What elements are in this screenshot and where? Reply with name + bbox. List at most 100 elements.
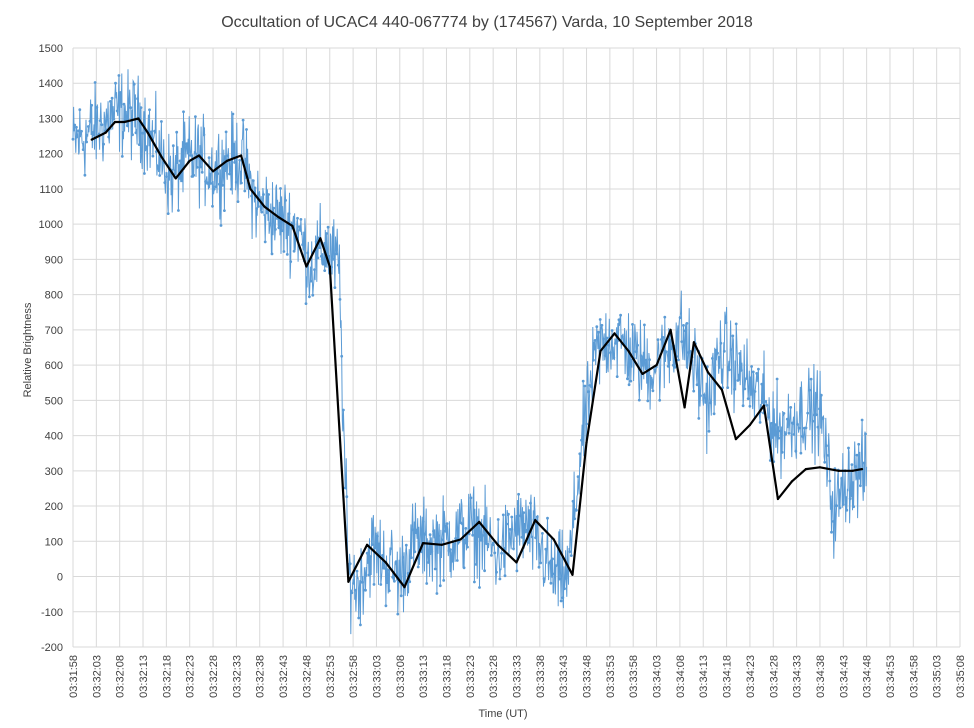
- raw-data-point: [406, 572, 410, 575]
- raw-data-point: [126, 124, 129, 128]
- x-tick-label: 03:34:03: [652, 655, 664, 698]
- raw-data-point: [852, 505, 855, 509]
- smoothed-data-point: [305, 265, 308, 268]
- raw-data-point: [178, 159, 182, 163]
- smoothed-data-point: [403, 586, 406, 589]
- raw-data-point: [535, 515, 539, 519]
- smoothed-data-point: [347, 580, 350, 583]
- raw-data-point: [325, 232, 328, 235]
- y-tick-label: 0: [57, 572, 63, 584]
- y-tick-label: 1300: [39, 113, 63, 125]
- raw-data-point: [639, 354, 643, 358]
- smoothed-data-point: [291, 224, 294, 227]
- raw-data-point: [597, 330, 600, 334]
- raw-data-point: [850, 463, 854, 466]
- raw-data-point: [381, 554, 384, 557]
- raw-data-point: [199, 165, 202, 169]
- raw-data-point: [444, 529, 447, 533]
- raw-data-point: [598, 318, 602, 321]
- raw-data-point: [255, 207, 259, 211]
- raw-data-point: [792, 433, 796, 436]
- raw-data-point: [610, 329, 614, 332]
- raw-data-point: [510, 515, 514, 519]
- raw-data-point: [452, 542, 456, 546]
- raw-data-point: [478, 586, 481, 589]
- raw-data-point: [326, 225, 330, 229]
- raw-data-point: [200, 170, 204, 174]
- raw-data-point: [245, 128, 248, 131]
- raw-data-point: [207, 156, 211, 160]
- smoothed-data-point: [571, 573, 574, 576]
- raw-data-point: [153, 129, 157, 133]
- raw-data-point: [685, 322, 689, 325]
- raw-data-point: [842, 503, 845, 506]
- y-tick-labels: -200 -100 0 100 200 300 400 500 600 700 800 900 1000…: [39, 43, 63, 654]
- raw-data-point: [760, 382, 764, 386]
- raw-data-point: [112, 117, 116, 121]
- smoothed-data-point: [851, 469, 854, 472]
- y-tick-label: 1400: [39, 78, 63, 90]
- smoothed-data-point: [720, 388, 724, 391]
- y-tick-label: 1100: [39, 184, 63, 196]
- raw-data-point: [777, 436, 781, 440]
- raw-data-point: [629, 379, 633, 383]
- smoothed-data-point: [422, 542, 425, 545]
- raw-data-point: [569, 554, 573, 557]
- raw-data-point: [359, 623, 362, 627]
- smoothed-data-point: [706, 371, 710, 374]
- x-tick-label: 03:33:23: [465, 655, 477, 698]
- raw-data-point: [564, 576, 568, 580]
- raw-data-point: [787, 431, 791, 435]
- raw-data-point: [862, 461, 866, 465]
- smoothed-data-point: [123, 120, 126, 124]
- raw-data-point: [115, 109, 119, 113]
- raw-data-point: [563, 587, 566, 591]
- raw-data-point: [211, 204, 214, 208]
- raw-data-point: [626, 377, 629, 381]
- smoothed-data-point: [804, 468, 808, 471]
- raw-data-point: [722, 349, 726, 353]
- raw-data-point: [233, 161, 237, 164]
- raw-data-point: [438, 584, 442, 588]
- x-tick-label: 03:32:28: [208, 655, 220, 698]
- raw-data-point: [680, 340, 684, 343]
- raw-data-point: [825, 444, 828, 448]
- raw-data-point: [714, 348, 718, 352]
- raw-data-point: [779, 429, 782, 433]
- raw-data-point: [401, 555, 405, 559]
- raw-data-point: [382, 566, 386, 570]
- raw-data-point: [316, 256, 320, 260]
- x-tick-label: 03:32:18: [161, 655, 173, 698]
- raw-data-point: [619, 313, 622, 317]
- raw-data-point: [559, 599, 563, 603]
- raw-data-point: [240, 181, 243, 185]
- raw-data-point: [127, 101, 131, 105]
- raw-data-point: [571, 499, 575, 503]
- raw-data-point: [483, 569, 486, 573]
- raw-data-point: [658, 398, 662, 402]
- raw-data-point: [702, 393, 706, 397]
- raw-data-point: [134, 131, 138, 135]
- raw-data-point: [678, 316, 682, 320]
- raw-data-point: [311, 293, 315, 297]
- raw-data-point: [740, 368, 743, 372]
- raw-data-point: [396, 612, 400, 616]
- raw-data-point: [93, 81, 97, 84]
- raw-data-point: [649, 376, 653, 380]
- raw-data-point: [581, 379, 585, 383]
- raw-data-point: [801, 435, 804, 438]
- x-tick-label: 03:34:53: [885, 655, 897, 698]
- raw-data-point: [840, 477, 844, 481]
- raw-data-point: [228, 172, 231, 176]
- raw-data-point: [319, 254, 323, 258]
- smoothed-data-point: [440, 543, 443, 546]
- raw-data-point: [449, 548, 452, 552]
- raw-data-point: [568, 550, 571, 554]
- raw-data-point: [109, 100, 112, 103]
- raw-data-point: [767, 415, 770, 419]
- raw-data-point: [814, 413, 818, 417]
- raw-data-point: [432, 529, 435, 533]
- raw-data-point: [370, 543, 374, 546]
- raw-data-point: [561, 596, 565, 600]
